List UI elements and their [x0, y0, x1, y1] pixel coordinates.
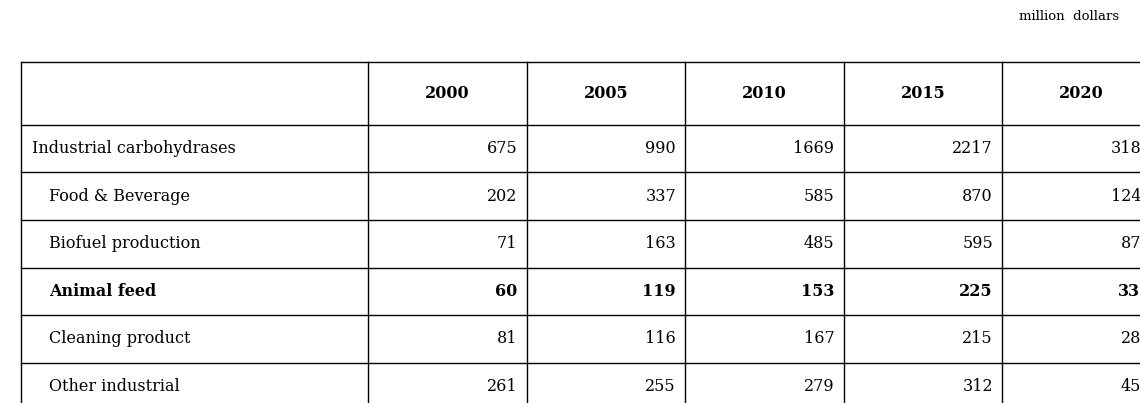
Text: 337: 337	[645, 188, 676, 205]
Text: 167: 167	[804, 330, 834, 347]
Text: 225: 225	[960, 283, 993, 300]
Text: 215: 215	[962, 330, 993, 347]
Text: 585: 585	[804, 188, 834, 205]
Text: 279: 279	[804, 378, 834, 395]
Text: million  dollars: million dollars	[1019, 10, 1119, 23]
Text: 2010: 2010	[742, 85, 787, 102]
Text: 485: 485	[804, 235, 834, 252]
Text: 312: 312	[962, 378, 993, 395]
Text: Food & Beverage: Food & Beverage	[49, 188, 190, 205]
Text: 595: 595	[962, 235, 993, 252]
Text: 2217: 2217	[952, 140, 993, 157]
Text: 163: 163	[645, 235, 676, 252]
Text: 153: 153	[801, 283, 834, 300]
Text: Animal feed: Animal feed	[49, 283, 156, 300]
Text: 71: 71	[497, 235, 518, 252]
Text: Other industrial: Other industrial	[49, 378, 180, 395]
Text: 870: 870	[1121, 235, 1140, 252]
Text: 1669: 1669	[793, 140, 834, 157]
Text: 261: 261	[487, 378, 518, 395]
Text: 60: 60	[495, 283, 518, 300]
Text: 870: 870	[962, 188, 993, 205]
Text: 81: 81	[497, 330, 518, 347]
Text: 335: 335	[1118, 283, 1140, 300]
Text: 675: 675	[487, 140, 518, 157]
Text: 2020: 2020	[1059, 85, 1104, 102]
Text: 202: 202	[487, 188, 518, 205]
Text: 1240: 1240	[1110, 188, 1140, 205]
Text: Biofuel production: Biofuel production	[49, 235, 201, 252]
Text: 2015: 2015	[901, 85, 945, 102]
Text: 119: 119	[643, 283, 676, 300]
Text: 3181: 3181	[1110, 140, 1140, 157]
Text: 255: 255	[645, 378, 676, 395]
Text: 285: 285	[1121, 330, 1140, 347]
Text: 451: 451	[1121, 378, 1140, 395]
Text: 990: 990	[645, 140, 676, 157]
Text: 2005: 2005	[584, 85, 628, 102]
Text: 2000: 2000	[425, 85, 470, 102]
Text: Industrial carbohydrases: Industrial carbohydrases	[32, 140, 236, 157]
Text: Cleaning product: Cleaning product	[49, 330, 190, 347]
Text: 116: 116	[645, 330, 676, 347]
